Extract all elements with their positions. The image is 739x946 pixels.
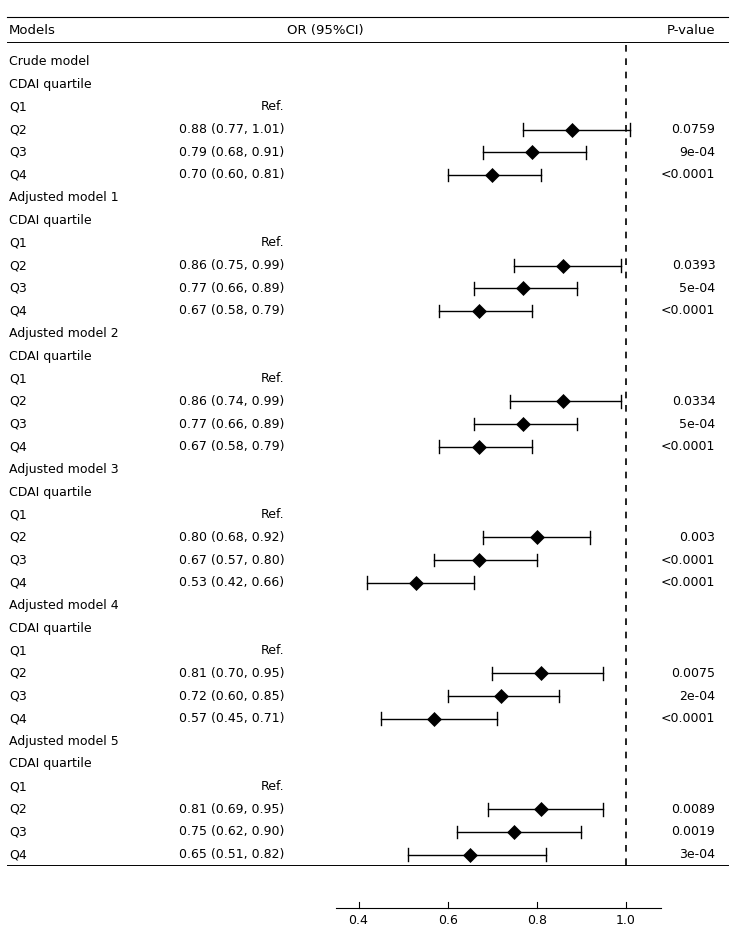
Text: Adjusted model 5: Adjusted model 5: [9, 735, 119, 748]
Text: 0.0089: 0.0089: [672, 803, 715, 815]
Text: 0.0759: 0.0759: [672, 123, 715, 136]
Text: Q1: Q1: [9, 644, 27, 657]
Text: 0.8: 0.8: [527, 914, 547, 927]
Text: 0.67 (0.58, 0.79): 0.67 (0.58, 0.79): [179, 305, 285, 317]
Text: Q2: Q2: [9, 123, 27, 136]
Text: Ref.: Ref.: [261, 644, 285, 657]
Text: Q4: Q4: [9, 849, 27, 861]
Text: Q4: Q4: [9, 440, 27, 453]
Text: Adjusted model 3: Adjusted model 3: [9, 463, 118, 476]
Text: Q1: Q1: [9, 100, 27, 114]
Text: Q3: Q3: [9, 282, 27, 295]
Text: Adjusted model 1: Adjusted model 1: [9, 191, 118, 204]
Text: 9e-04: 9e-04: [679, 146, 715, 159]
Text: CDAI quartile: CDAI quartile: [9, 622, 92, 635]
Text: 0.77 (0.66, 0.89): 0.77 (0.66, 0.89): [179, 282, 285, 295]
Text: Ref.: Ref.: [261, 236, 285, 250]
Text: 0.75 (0.62, 0.90): 0.75 (0.62, 0.90): [179, 826, 285, 838]
Text: P-value: P-value: [667, 24, 715, 37]
Text: Q3: Q3: [9, 553, 27, 567]
Text: CDAI quartile: CDAI quartile: [9, 78, 92, 91]
Text: 5e-04: 5e-04: [679, 417, 715, 430]
Text: CDAI quartile: CDAI quartile: [9, 485, 92, 499]
Text: 0.0393: 0.0393: [672, 259, 715, 272]
Text: 0.0334: 0.0334: [672, 395, 715, 408]
Text: 0.67 (0.58, 0.79): 0.67 (0.58, 0.79): [179, 440, 285, 453]
Text: Q1: Q1: [9, 780, 27, 793]
Text: 0.86 (0.75, 0.99): 0.86 (0.75, 0.99): [179, 259, 285, 272]
Text: Ref.: Ref.: [261, 373, 285, 385]
Text: 0.4: 0.4: [349, 914, 369, 927]
Text: 0.79 (0.68, 0.91): 0.79 (0.68, 0.91): [180, 146, 285, 159]
Text: 0.0075: 0.0075: [671, 667, 715, 680]
Text: Ref.: Ref.: [261, 780, 285, 793]
Text: 0.57 (0.45, 0.71): 0.57 (0.45, 0.71): [179, 712, 285, 726]
Text: Q1: Q1: [9, 373, 27, 385]
Text: Q3: Q3: [9, 826, 27, 838]
Text: Q4: Q4: [9, 712, 27, 726]
Text: Q3: Q3: [9, 690, 27, 703]
Text: CDAI quartile: CDAI quartile: [9, 214, 92, 227]
Text: Adjusted model 2: Adjusted model 2: [9, 327, 118, 340]
Text: 0.6: 0.6: [437, 914, 457, 927]
Text: <0.0001: <0.0001: [661, 440, 715, 453]
Text: 1.0: 1.0: [616, 914, 636, 927]
Text: Q1: Q1: [9, 236, 27, 250]
Text: <0.0001: <0.0001: [661, 553, 715, 567]
Text: Q2: Q2: [9, 259, 27, 272]
Text: Ref.: Ref.: [261, 100, 285, 114]
Text: Adjusted model 4: Adjusted model 4: [9, 599, 118, 612]
Text: 0.81 (0.69, 0.95): 0.81 (0.69, 0.95): [180, 803, 285, 815]
Text: Q4: Q4: [9, 305, 27, 317]
Text: Q3: Q3: [9, 417, 27, 430]
Text: Models: Models: [9, 24, 55, 37]
Text: 5e-04: 5e-04: [679, 282, 715, 295]
Text: Q2: Q2: [9, 667, 27, 680]
Text: 0.86 (0.74, 0.99): 0.86 (0.74, 0.99): [180, 395, 285, 408]
Text: Q4: Q4: [9, 168, 27, 182]
Text: <0.0001: <0.0001: [661, 712, 715, 726]
Text: Q4: Q4: [9, 576, 27, 589]
Text: <0.0001: <0.0001: [661, 576, 715, 589]
Text: 0.53 (0.42, 0.66): 0.53 (0.42, 0.66): [180, 576, 285, 589]
Text: OR (95%CI): OR (95%CI): [287, 24, 364, 37]
Text: <0.0001: <0.0001: [661, 168, 715, 182]
Text: CDAI quartile: CDAI quartile: [9, 758, 92, 770]
Text: Q2: Q2: [9, 803, 27, 815]
Text: <0.0001: <0.0001: [661, 305, 715, 317]
Text: 0.72 (0.60, 0.85): 0.72 (0.60, 0.85): [179, 690, 285, 703]
Text: 2e-04: 2e-04: [679, 690, 715, 703]
Text: Q3: Q3: [9, 146, 27, 159]
Text: 0.003: 0.003: [679, 531, 715, 544]
Text: 0.70 (0.60, 0.81): 0.70 (0.60, 0.81): [179, 168, 285, 182]
Text: 0.80 (0.68, 0.92): 0.80 (0.68, 0.92): [179, 531, 285, 544]
Text: Q2: Q2: [9, 531, 27, 544]
Text: CDAI quartile: CDAI quartile: [9, 350, 92, 362]
Text: Q1: Q1: [9, 508, 27, 521]
Text: 0.67 (0.57, 0.80): 0.67 (0.57, 0.80): [179, 553, 285, 567]
Text: Ref.: Ref.: [261, 508, 285, 521]
Text: 0.81 (0.70, 0.95): 0.81 (0.70, 0.95): [179, 667, 285, 680]
Text: 0.77 (0.66, 0.89): 0.77 (0.66, 0.89): [179, 417, 285, 430]
Text: Q2: Q2: [9, 395, 27, 408]
Text: 3e-04: 3e-04: [679, 849, 715, 861]
Text: Crude model: Crude model: [9, 55, 89, 68]
Text: 0.88 (0.77, 1.01): 0.88 (0.77, 1.01): [179, 123, 285, 136]
Text: 0.65 (0.51, 0.82): 0.65 (0.51, 0.82): [179, 849, 285, 861]
Text: 0.0019: 0.0019: [672, 826, 715, 838]
